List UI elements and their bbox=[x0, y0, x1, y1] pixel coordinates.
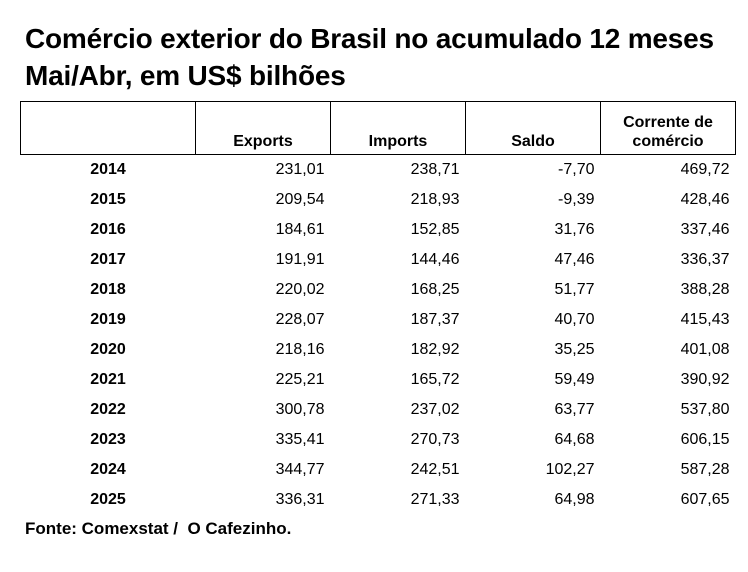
cell-imports: 238,71 bbox=[410, 161, 460, 178]
trade-table: Exports Imports Saldo Corrente de comérc… bbox=[20, 101, 736, 515]
table-row: 2014 231,01 238,71 -7,70 469,72 bbox=[21, 155, 736, 186]
cell-imports: 218,93 bbox=[410, 191, 460, 208]
cell-imports: 168,25 bbox=[410, 281, 460, 298]
table-row: 2016 184,61 152,85 31,76 337,46 bbox=[21, 215, 736, 245]
header-row: Exports Imports Saldo Corrente de comérc… bbox=[20, 101, 736, 155]
cell-saldo: 31,76 bbox=[554, 221, 595, 238]
header-year bbox=[20, 101, 196, 155]
cell-saldo: 102,27 bbox=[545, 461, 595, 478]
cell-imports: 270,73 bbox=[410, 431, 460, 448]
cell-imports: 152,85 bbox=[410, 221, 460, 238]
table-row: 2015 209,54 218,93 -9,39 428,46 bbox=[21, 185, 736, 215]
cell-year: 2019 bbox=[90, 311, 126, 328]
cell-corrente: 388,28 bbox=[680, 281, 730, 298]
cell-exports: 344,77 bbox=[275, 461, 325, 478]
cell-year: 2014 bbox=[90, 161, 126, 178]
source-note: Fonte: Comexstat / O Cafezinho. bbox=[25, 519, 292, 538]
cell-corrente: 415,43 bbox=[680, 311, 730, 328]
data-table-container: Exports Imports Saldo Corrente de comérc… bbox=[20, 101, 736, 515]
table-body: 2014 231,01 238,71 -7,70 469,72 2015 209,54 218… bbox=[21, 155, 736, 516]
cell-corrente: 428,46 bbox=[680, 191, 730, 208]
cell-corrente: 607,65 bbox=[680, 491, 730, 508]
cell-corrente: 390,92 bbox=[680, 371, 730, 388]
cell-saldo: -7,70 bbox=[558, 161, 595, 178]
cell-corrente: 337,46 bbox=[680, 221, 730, 238]
cell-saldo: 63,77 bbox=[554, 401, 595, 418]
subtitle-line: Mai/Abr, em US$ bilhões bbox=[25, 60, 346, 91]
cell-exports: 191,91 bbox=[275, 251, 325, 268]
cell-corrente: 336,37 bbox=[680, 251, 730, 268]
cell-imports: 187,37 bbox=[410, 311, 460, 328]
table-row: 2022 300,78 237,02 63,77 537,80 bbox=[21, 395, 736, 425]
cell-saldo: 59,49 bbox=[554, 371, 595, 388]
cell-corrente: 537,80 bbox=[680, 401, 730, 418]
cell-corrente: 587,28 bbox=[680, 461, 730, 478]
cell-exports: 228,07 bbox=[275, 311, 325, 328]
cell-exports: 184,61 bbox=[275, 221, 325, 238]
table-row: 2024 344,77 242,51 102,27 587,28 bbox=[21, 455, 736, 485]
cell-year: 2020 bbox=[90, 341, 126, 358]
cell-exports: 220,02 bbox=[275, 281, 325, 298]
cell-year: 2022 bbox=[90, 401, 126, 418]
cell-saldo: -9,39 bbox=[558, 191, 595, 208]
cell-year: 2016 bbox=[90, 221, 126, 238]
cell-year: 2024 bbox=[90, 461, 126, 478]
cell-year: 2021 bbox=[90, 371, 126, 388]
table-row: 2019 228,07 187,37 40,70 415,43 bbox=[21, 305, 736, 335]
cell-year: 2023 bbox=[90, 431, 126, 448]
header-imports: Imports bbox=[330, 101, 466, 155]
cell-exports: 335,41 bbox=[275, 431, 325, 448]
cell-exports: 336,31 bbox=[275, 491, 325, 508]
table-row: 2020 218,16 182,92 35,25 401,08 bbox=[21, 335, 736, 365]
cell-year: 2025 bbox=[90, 491, 126, 508]
table-row: 2018 220,02 168,25 51,77 388,28 bbox=[21, 275, 736, 305]
cell-corrente: 401,08 bbox=[680, 341, 730, 358]
cell-saldo: 40,70 bbox=[554, 311, 595, 328]
table-header: Exports Imports Saldo Corrente de comérc… bbox=[20, 101, 736, 155]
cell-exports: 209,54 bbox=[275, 191, 325, 208]
cell-exports: 300,78 bbox=[275, 401, 325, 418]
cell-imports: 182,92 bbox=[410, 341, 460, 358]
cell-imports: 242,51 bbox=[410, 461, 460, 478]
header-corrente: Corrente de comércio bbox=[600, 101, 736, 155]
header-saldo: Saldo bbox=[465, 101, 601, 155]
title-line: Comércio exterior do Brasil no acumulado… bbox=[25, 23, 714, 54]
chart-title: Comércio exterior do Brasil no acumulado… bbox=[25, 20, 714, 94]
header-exports: Exports bbox=[195, 101, 331, 155]
cell-exports: 225,21 bbox=[275, 371, 325, 388]
cell-saldo: 35,25 bbox=[554, 341, 595, 358]
cell-exports: 231,01 bbox=[275, 161, 325, 178]
cell-imports: 271,33 bbox=[410, 491, 460, 508]
cell-imports: 165,72 bbox=[410, 371, 460, 388]
cell-year: 2015 bbox=[90, 191, 126, 208]
table-row: 2017 191,91 144,46 47,46 336,37 bbox=[21, 245, 736, 275]
cell-corrente: 606,15 bbox=[680, 431, 730, 448]
cell-saldo: 47,46 bbox=[554, 251, 595, 268]
cell-exports: 218,16 bbox=[275, 341, 325, 358]
cell-imports: 237,02 bbox=[410, 401, 460, 418]
cell-year: 2018 bbox=[90, 281, 126, 298]
table-row: 2023 335,41 270,73 64,68 606,15 bbox=[21, 425, 736, 455]
cell-saldo: 64,68 bbox=[554, 431, 595, 448]
cell-year: 2017 bbox=[90, 251, 126, 268]
table-row: 2021 225,21 165,72 59,49 390,92 bbox=[21, 365, 736, 395]
table-row: 2025 336,31 271,33 64,98 607,65 bbox=[21, 485, 736, 515]
cell-corrente: 469,72 bbox=[680, 161, 730, 178]
cell-saldo: 64,98 bbox=[554, 491, 595, 508]
cell-imports: 144,46 bbox=[410, 251, 460, 268]
cell-saldo: 51,77 bbox=[554, 281, 595, 298]
